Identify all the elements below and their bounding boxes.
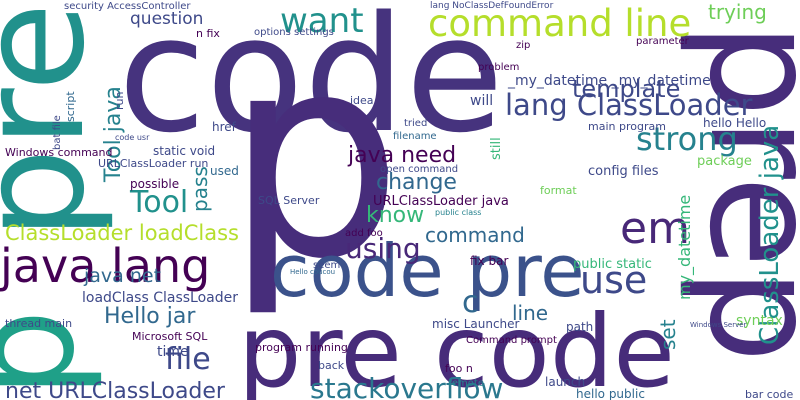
word: file bbox=[165, 342, 211, 377]
word: java lang bbox=[0, 239, 210, 293]
word: trying bbox=[708, 0, 767, 24]
word: Windows command bbox=[5, 146, 113, 159]
word: bar code bbox=[745, 388, 794, 400]
word: back bbox=[318, 359, 345, 372]
word: config files bbox=[588, 164, 659, 179]
word: loadClass ClassLoader bbox=[82, 290, 238, 306]
word: Command prompt bbox=[466, 335, 557, 346]
word: options settings bbox=[254, 27, 334, 38]
word: foo n bbox=[445, 362, 473, 375]
word: ClassLoader loadClass bbox=[5, 221, 239, 245]
word: code usr bbox=[115, 133, 150, 142]
word: Hello jar bbox=[104, 304, 196, 329]
word: format bbox=[540, 184, 577, 197]
word: code pre bbox=[270, 229, 585, 313]
word: still bbox=[489, 137, 504, 160]
word: Windows Server bbox=[690, 321, 747, 329]
word: strong bbox=[636, 120, 738, 158]
word: filename bbox=[393, 131, 437, 142]
word: hello public bbox=[576, 387, 645, 400]
word: _my_datetime _my_datetime bbox=[507, 73, 711, 89]
word: URLClassLoader run bbox=[98, 157, 208, 170]
word: question bbox=[130, 9, 203, 29]
word: href bbox=[212, 120, 237, 134]
word: possible bbox=[130, 177, 179, 191]
word: remote bbox=[448, 378, 484, 389]
word: launch bbox=[545, 375, 585, 389]
word: lang ClassLoader bbox=[505, 88, 753, 122]
word: code bbox=[118, 0, 504, 168]
word: will bbox=[470, 93, 493, 109]
word: using bbox=[345, 232, 421, 265]
word: know bbox=[366, 203, 424, 228]
word: my_datetime bbox=[675, 195, 695, 300]
word: problem bbox=[478, 62, 519, 73]
word: n fix bbox=[196, 27, 220, 40]
word: idea bbox=[350, 94, 374, 107]
word: program running bbox=[255, 341, 348, 354]
word: hello Hello bbox=[703, 116, 766, 130]
word: path bbox=[566, 320, 593, 334]
word: pass bbox=[188, 166, 212, 212]
word: want bbox=[280, 1, 364, 41]
word: open command bbox=[380, 164, 458, 175]
word: seem bbox=[313, 260, 340, 271]
word: set bbox=[656, 319, 680, 350]
word: time bbox=[157, 344, 189, 360]
word: prep bbox=[676, 22, 800, 363]
word: template bbox=[572, 75, 680, 103]
word: Tool java bbox=[101, 86, 126, 183]
word: SQL Server bbox=[258, 194, 320, 207]
word: stackoverflow bbox=[310, 372, 503, 400]
word: line bbox=[512, 301, 548, 325]
word: tried bbox=[404, 118, 427, 129]
word: parameter bbox=[636, 36, 690, 47]
word: em bbox=[620, 203, 690, 254]
word: c bbox=[462, 285, 479, 320]
word: bat file bbox=[52, 115, 63, 150]
word: p bbox=[225, 0, 403, 321]
word: java net bbox=[83, 265, 161, 287]
word: Microsoft SQL bbox=[132, 330, 208, 343]
word: Tool bbox=[129, 185, 188, 220]
word: URLClassLoader java bbox=[373, 194, 509, 209]
word: p bbox=[0, 309, 106, 398]
word: main program bbox=[588, 120, 666, 133]
word: change bbox=[376, 170, 457, 195]
word: add foo bbox=[345, 228, 383, 239]
word: command line bbox=[428, 2, 691, 45]
word: command bbox=[425, 223, 525, 247]
word: ClassLoader java bbox=[755, 125, 785, 345]
word: pre code bbox=[238, 293, 675, 400]
word: public class bbox=[435, 208, 481, 217]
word: lang NoClassDefFoundError bbox=[430, 1, 554, 11]
word: package bbox=[697, 154, 752, 169]
word: public static bbox=[573, 257, 652, 272]
word: java need bbox=[347, 143, 456, 168]
word: security AccessController bbox=[64, 1, 191, 12]
word: pre bbox=[0, 2, 117, 240]
word: used bbox=[210, 164, 239, 178]
word: static void bbox=[153, 144, 215, 158]
word: misc Launcher bbox=[432, 317, 520, 331]
word: thread main bbox=[5, 317, 72, 330]
word: syntax bbox=[736, 313, 783, 329]
word: fix bar bbox=[470, 254, 508, 268]
word: Hello coucou bbox=[290, 268, 335, 276]
word: zip bbox=[516, 40, 530, 51]
word: net URLClassLoader bbox=[5, 379, 226, 400]
word: use bbox=[580, 258, 647, 302]
word: run bbox=[113, 92, 126, 110]
word: script bbox=[64, 91, 77, 122]
